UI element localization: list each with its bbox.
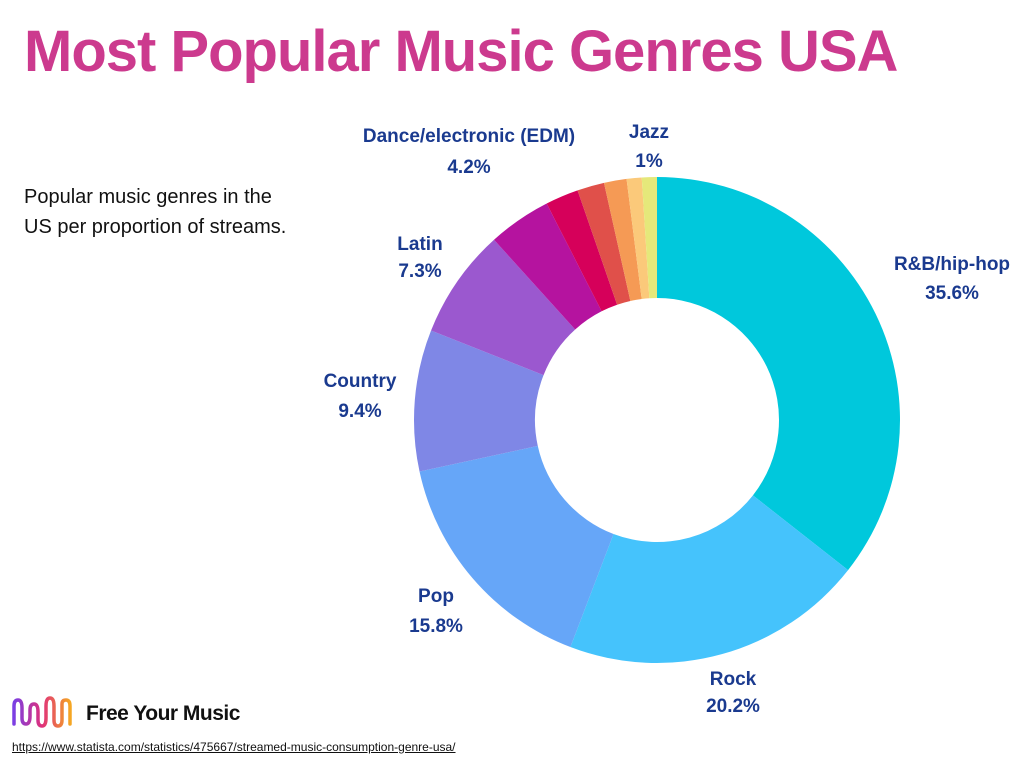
donut-slice [431,239,576,376]
donut-slice [494,203,602,330]
donut-slice [603,178,642,301]
donut-slice [626,177,650,299]
logo-icon [12,696,72,728]
slice-value-label: 20.2% [706,696,760,717]
donut-slice [413,330,544,472]
slice-value-label: 15.8% [409,616,463,637]
chart: R&B/hip-hop 35.6% Rock 20.2% Pop 15.8% Country… [324,122,1010,717]
slice-value-label: 35.6% [925,283,979,304]
subtitle: Popular music genres in the US per propo… [24,186,287,238]
donut-slice [419,445,614,648]
slice-value-label: 9.4% [338,401,381,422]
slice-label: Pop [418,586,454,607]
slice-label: Rock [710,669,757,690]
slice-label: Latin [397,234,442,255]
slice-value-label: 7.3% [398,261,441,282]
donut-slice [546,190,618,312]
source-link[interactable]: https://www.statista.com/statistics/4756… [12,740,456,754]
slice-label: Country [324,371,397,392]
slice-label: Jazz [629,122,669,143]
title: Most Popular Music Genres USA [24,19,898,84]
donut-slice [570,495,849,663]
slice-label: R&B/hip-hop [894,254,1010,275]
slice-label: Dance/electronic (EDM) [363,126,575,147]
slice-value-label: 4.2% [447,157,490,178]
logo-text: Free Your Music [86,702,240,725]
donut-slice [577,182,631,305]
donut-slice [641,177,657,299]
donut-slice [657,177,901,571]
slice-value-label: 1% [635,151,663,172]
